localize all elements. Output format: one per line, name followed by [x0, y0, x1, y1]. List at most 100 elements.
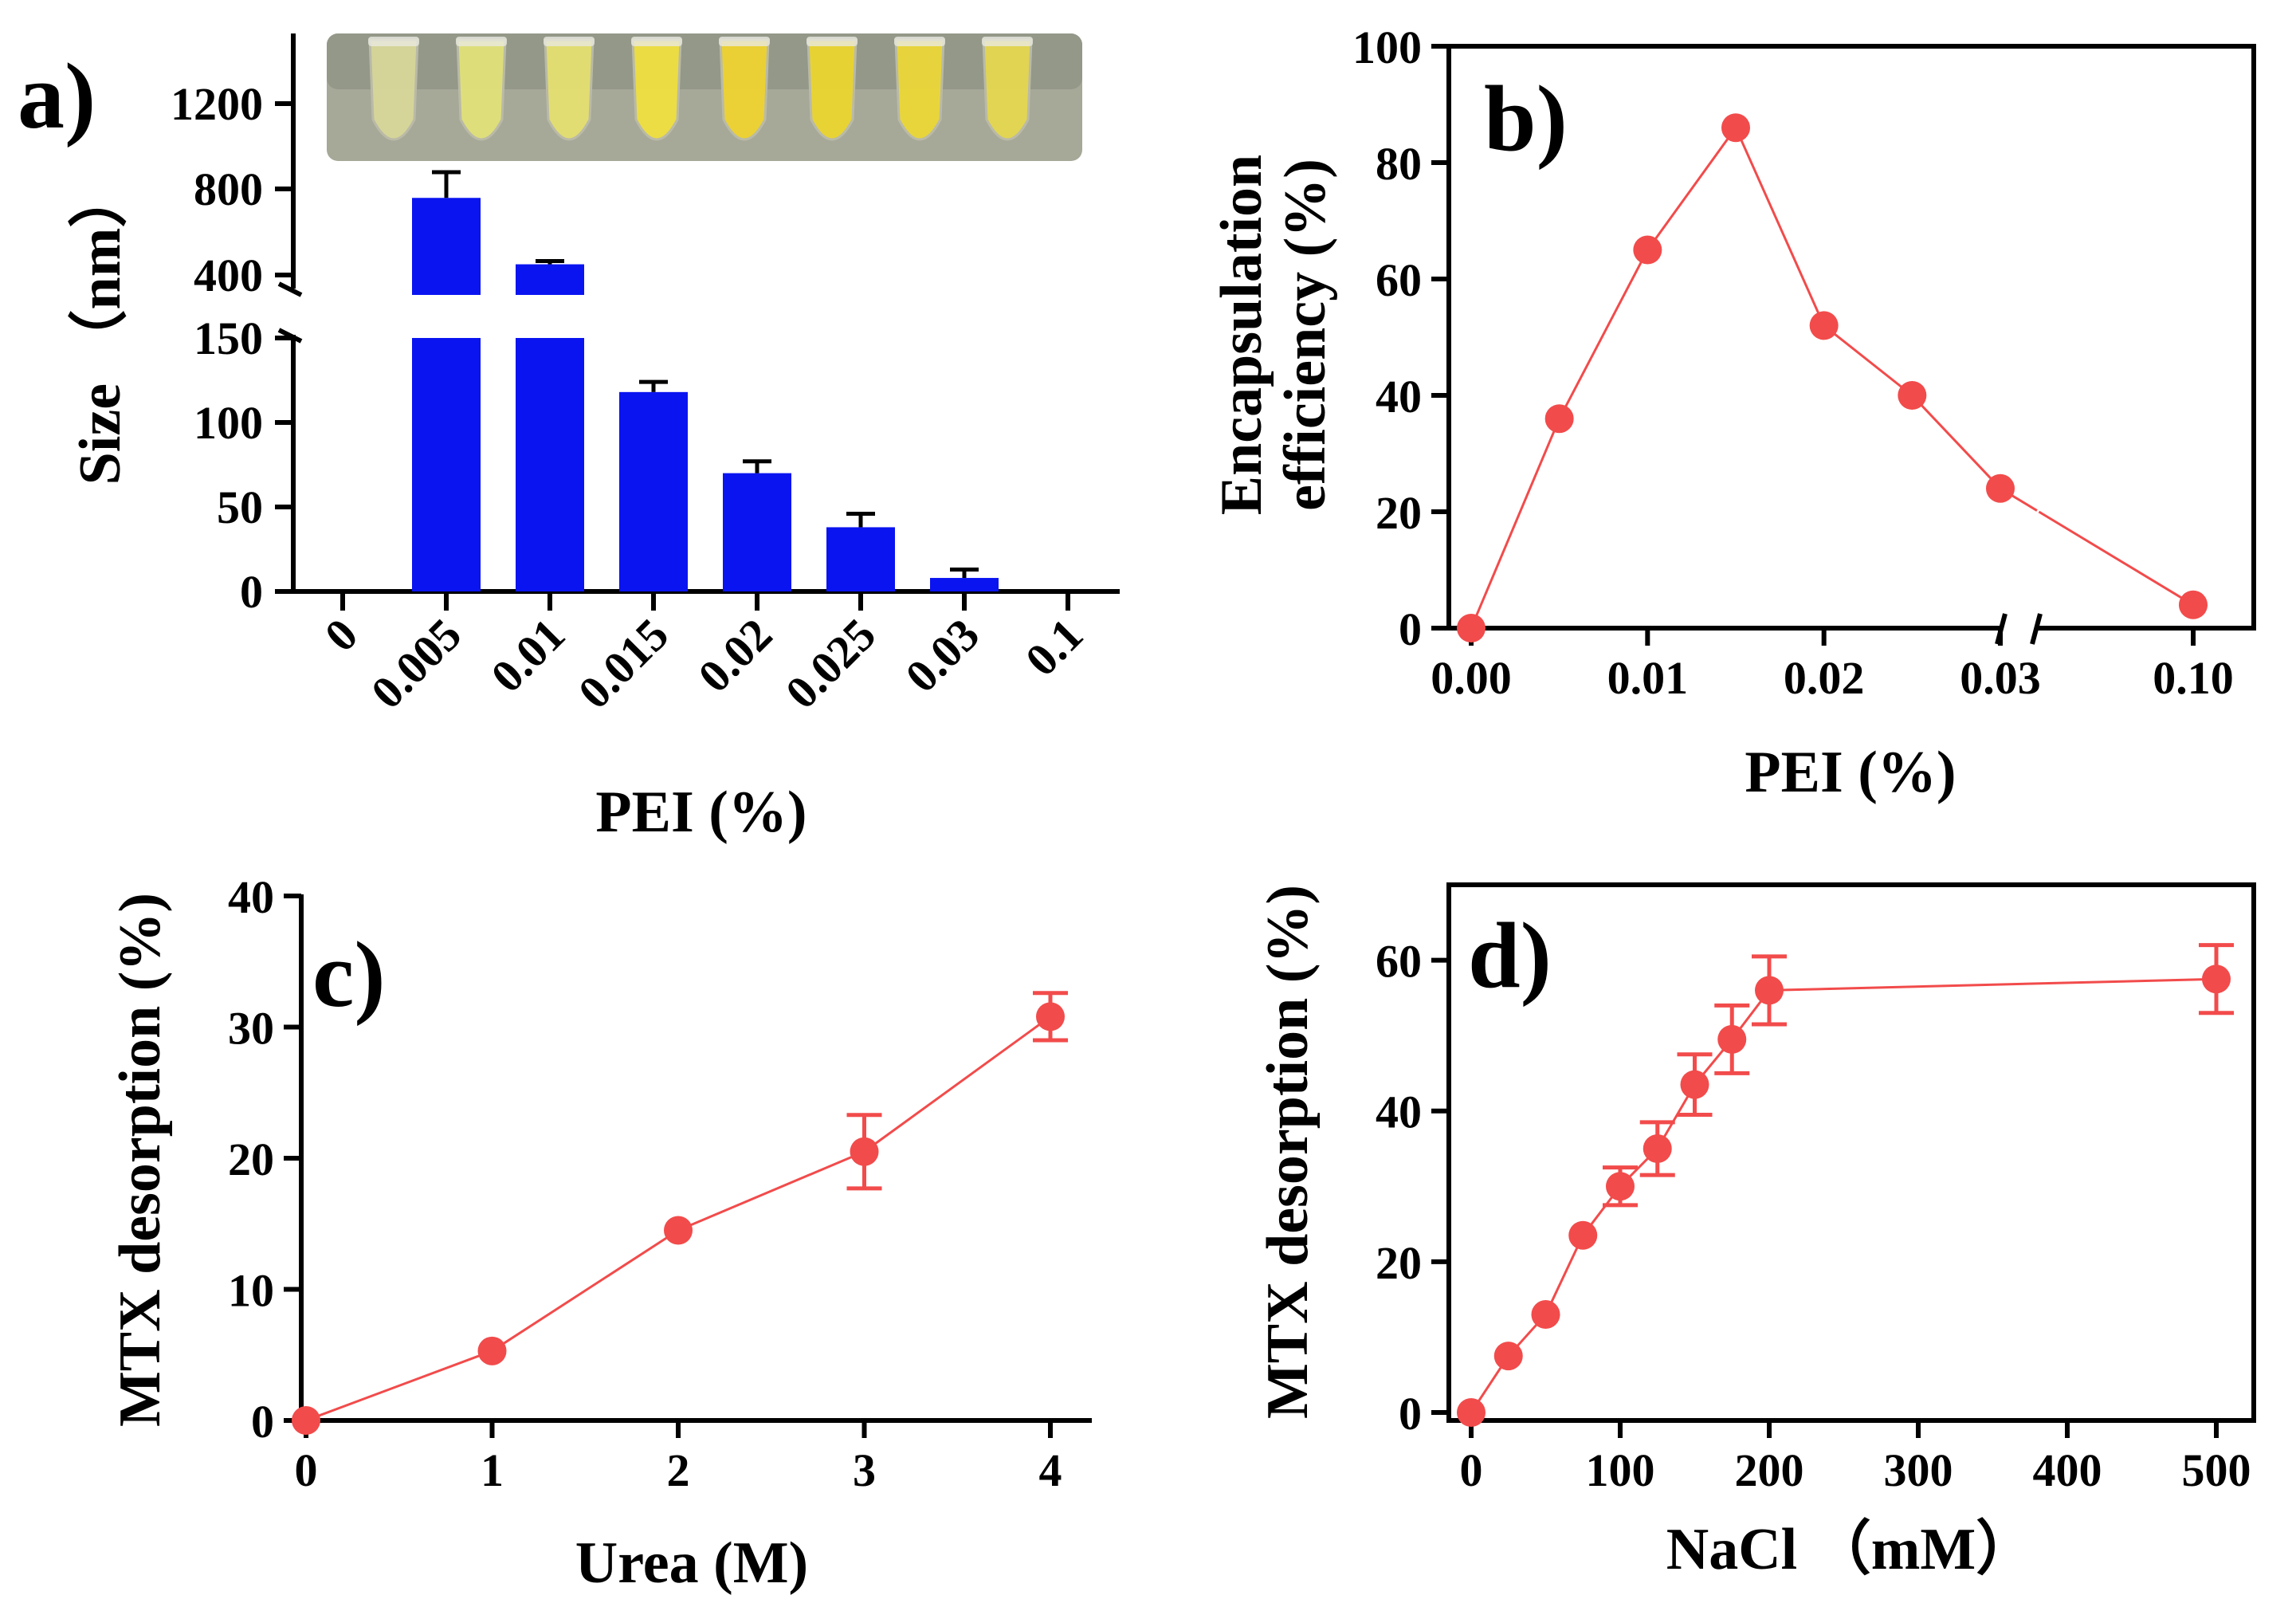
data-point [1457, 1398, 1486, 1427]
bar-lower-segment [412, 338, 481, 591]
panel-a-axis-break-upper [277, 281, 303, 297]
panel-c-y-axis-label: MTX desorption (%) [108, 893, 173, 1427]
tube-cap [631, 37, 682, 46]
panel-b-frame [1446, 44, 2256, 631]
ytick-label: 0 [251, 1396, 274, 1448]
series-line [1558, 249, 1649, 419]
tube-cap [456, 37, 507, 46]
panel-a-ytick-label: 800 [194, 163, 263, 215]
data-point [1986, 473, 2015, 503]
panel-b-y-axis-label-line2: efficiency (%) [1273, 159, 1338, 511]
xtick-label: 0 [1460, 1444, 1483, 1496]
panel-b-x-axis-label: PEI (%) [1745, 740, 1956, 805]
xtick-label: 0.03 [1960, 652, 2041, 704]
data-point [664, 1216, 693, 1245]
tube-photo-inset [327, 33, 1082, 161]
bar [723, 473, 791, 591]
panel-b-series [1457, 113, 2208, 642]
panel-c-series [292, 991, 1068, 1435]
data-point [850, 1137, 879, 1166]
xtick-label: 300 [1884, 1444, 1953, 1496]
data-point [1680, 1070, 1709, 1099]
ytick-label: 0 [1399, 603, 1422, 655]
panel-a-ytick-label: 150 [194, 312, 263, 364]
data-point [1568, 1220, 1598, 1250]
data-point [1606, 1172, 1635, 1201]
panel-a-ytick-label: 50 [217, 481, 263, 533]
bar-upper-segment [412, 198, 481, 295]
data-point [1755, 976, 1784, 1005]
ytick-label: 60 [1376, 254, 1422, 306]
data-point [1531, 1300, 1560, 1330]
series-line [1911, 394, 2002, 489]
bar [930, 578, 999, 591]
panel-a-ytick-label: 1200 [171, 78, 263, 130]
series-line [1768, 977, 2217, 992]
series-line [1544, 1235, 1584, 1315]
ytick-label: 60 [1376, 936, 1422, 988]
xtick-label: 0.01 [1607, 652, 1689, 704]
panel-a-yticks-lower: 0 50 100 150 [194, 312, 293, 618]
xtick-label: 0.10 [2153, 652, 2234, 704]
ytick-label: 20 [1376, 487, 1422, 539]
xtick-label: 500 [2182, 1444, 2251, 1496]
bar [619, 391, 688, 591]
series-line [305, 1350, 493, 1422]
panel-d-x-axis-label: NaCl （mM） [1666, 1517, 2035, 1582]
panel-c: c) 0 10 20 30 40 0 1 2 3 4 MTX desorption (%) Ur… [108, 871, 1092, 1596]
data-point [1721, 113, 1750, 143]
panel-b-xticks: 0.00 0.01 0.02 0.03 0.10 [1431, 628, 2234, 704]
tube-cap [368, 37, 419, 46]
ytick-label: 30 [228, 1003, 274, 1055]
data-point [1633, 235, 1662, 265]
xtick-label: 0.00 [1431, 652, 1512, 704]
data-point [477, 1336, 507, 1365]
ytick-label: 40 [228, 871, 274, 923]
panel-b-yticks: 0 20 40 60 80 100 [1352, 22, 1449, 655]
panel-d-y-axis-label: MTX desorption (%) [1255, 885, 1321, 1419]
ytick-label: 40 [1376, 371, 1422, 422]
series-line [2038, 510, 2194, 607]
panel-a-ytick-label: 400 [194, 249, 263, 301]
tube [807, 38, 858, 141]
panel-a-x-axis-label: PEI (%) [595, 780, 807, 845]
panel-d-label: d) [1468, 903, 1552, 1008]
tube [368, 38, 419, 141]
panel-d-yticks: 0 20 40 60 [1376, 936, 1449, 1440]
series-line [863, 1016, 1051, 1153]
bar-upper-segment [516, 264, 584, 295]
bar [826, 527, 895, 591]
series-line [1734, 127, 1826, 327]
series-line [1823, 324, 1913, 397]
xtick-label: 3 [853, 1444, 876, 1496]
tube [719, 38, 770, 141]
ytick-label: 20 [1376, 1237, 1422, 1289]
xtick-label: 1 [481, 1444, 504, 1496]
panel-c-yticks: 0 10 20 30 40 [228, 871, 301, 1448]
data-point [292, 1406, 320, 1435]
tube-cap [982, 37, 1033, 46]
panel-d-series [1457, 943, 2234, 1427]
data-point [1544, 404, 1574, 434]
xtick-label: 0 [295, 1444, 318, 1496]
panel-d-frame [1446, 882, 2256, 1423]
panel-b-y-axis-label-line1: Encapsulation [1209, 155, 1274, 515]
panel-d-xticks: 0 100 200 300 400 500 [1460, 1420, 2251, 1496]
data-point [1643, 1134, 1672, 1163]
panel-a-y-axis-label: Size （nm） [68, 169, 133, 485]
xtick-label: 0.02 [1784, 652, 1865, 704]
panel-c-label: c) [312, 922, 386, 1027]
data-point [1493, 1342, 1523, 1371]
ytick-label: 10 [228, 1265, 274, 1317]
ytick-label: 40 [1376, 1086, 1422, 1138]
tube [982, 38, 1033, 141]
panel-a-label: a) [18, 44, 96, 148]
data-point [1457, 614, 1486, 642]
tube-cap [719, 37, 770, 46]
data-point [2202, 965, 2231, 994]
data-point [1809, 311, 1839, 340]
tube-cap [807, 37, 858, 46]
xtick-label: 2 [667, 1444, 690, 1496]
